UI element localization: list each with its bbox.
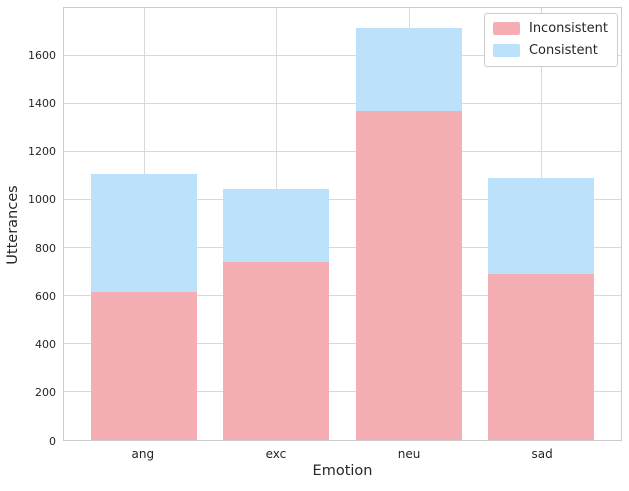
bar-segment-consistent-sad	[488, 178, 595, 274]
h-gridline-200	[64, 391, 621, 392]
ytick-1400: 1400	[28, 96, 56, 110]
h-gridline-1000	[64, 199, 621, 200]
bar-segment-inconsistent-neu	[355, 110, 462, 440]
h-gridline-800	[64, 247, 621, 248]
x-axis-title: Emotion	[312, 463, 373, 479]
inconsistent-color-swatch	[492, 22, 520, 35]
xtick-exc: exc	[265, 447, 287, 461]
ytick-1200: 1200	[28, 145, 56, 159]
ytick-1000: 1000	[28, 193, 56, 207]
legend-label-consistent: Consistent	[528, 43, 598, 58]
ytick-1600: 1600	[28, 48, 56, 62]
bar-segment-inconsistent-exc	[223, 261, 330, 440]
consistent-color-swatch	[492, 44, 520, 57]
ytick-200: 200	[35, 386, 56, 400]
bar-ang	[90, 173, 197, 440]
h-gridline-400	[64, 343, 621, 344]
plot-area	[63, 7, 622, 441]
bar-segment-consistent-ang	[90, 173, 197, 292]
ytick-400: 400	[35, 338, 56, 352]
bar-segment-consistent-neu	[355, 27, 462, 111]
h-gridline-600	[64, 295, 621, 297]
legend: Inconsistent Consistent	[483, 13, 618, 67]
xtick-neu: neu	[397, 447, 421, 461]
bar-sad	[488, 178, 595, 440]
bar-exc	[223, 189, 330, 440]
h-gridline-1400	[64, 103, 621, 104]
h-gridline-1200	[64, 151, 621, 153]
legend-label-inconsistent: Inconsistent	[528, 21, 608, 36]
xtick-ang: ang	[131, 447, 155, 461]
bar-segment-consistent-exc	[223, 189, 330, 262]
xtick-sad: sad	[531, 447, 553, 461]
h-gridline-1600	[64, 55, 621, 56]
legend-item-consistent: Consistent	[492, 43, 608, 58]
ytick-0: 0	[49, 434, 56, 448]
ytick-600: 600	[35, 289, 56, 303]
bar-segment-inconsistent-ang	[90, 291, 197, 440]
bar-segment-inconsistent-sad	[488, 273, 595, 440]
ytick-800: 800	[35, 241, 56, 255]
legend-item-inconsistent: Inconsistent	[492, 21, 608, 36]
bar-neu	[355, 27, 462, 440]
